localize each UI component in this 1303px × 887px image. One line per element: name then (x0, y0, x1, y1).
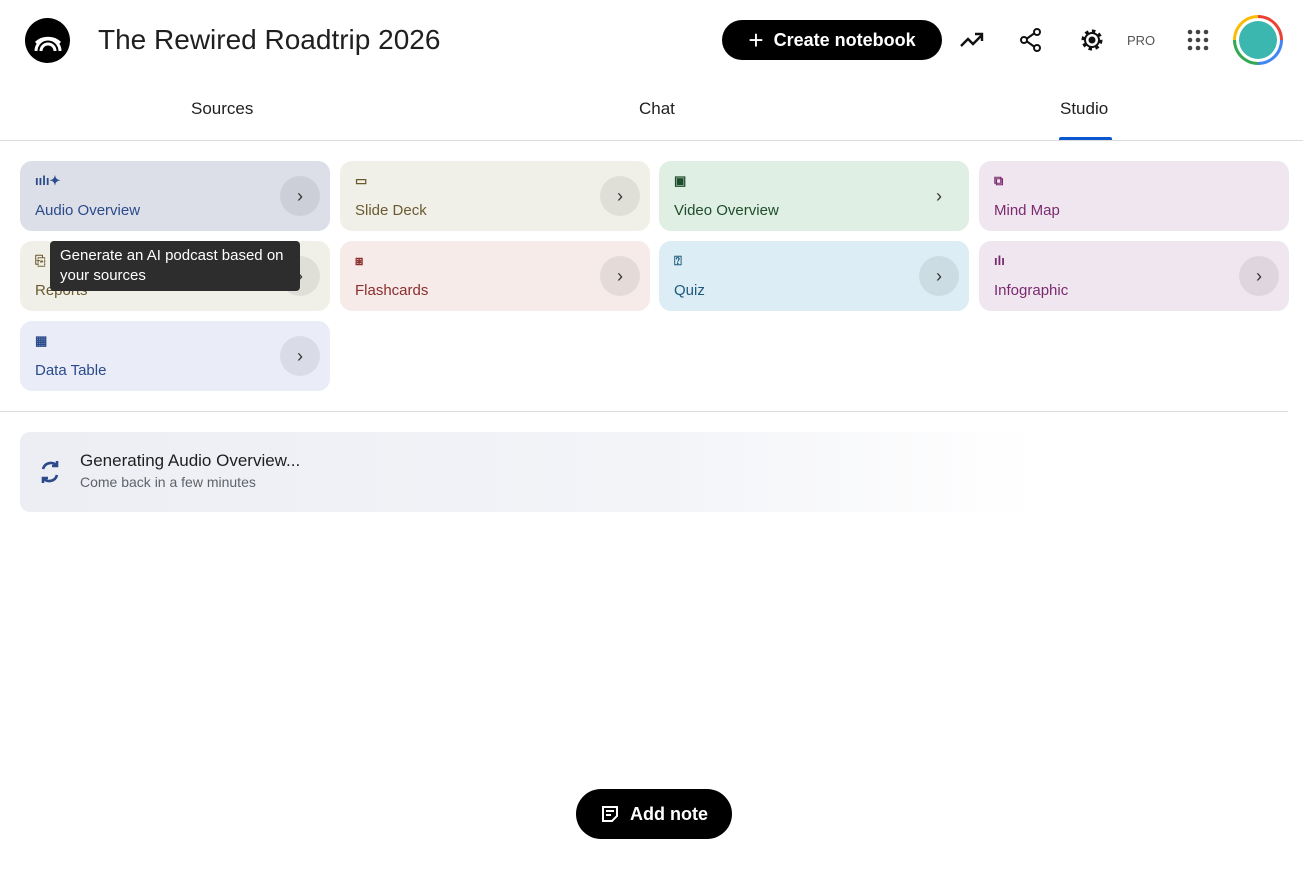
slides-icon: ▭ (355, 173, 368, 188)
section-divider (0, 411, 1288, 412)
notebooklm-logo[interactable] (25, 18, 70, 63)
generating-audio-overview-item[interactable]: Generating Audio Overview... Come back i… (20, 432, 1288, 512)
avatar[interactable] (1233, 15, 1283, 65)
card-label: Video Overview (674, 202, 779, 219)
tab-divider (0, 140, 1303, 141)
create-notebook-label: Create notebook (773, 29, 916, 50)
notebook-title[interactable]: The Rewired Roadtrip 2026 (98, 24, 441, 55)
chevron-right-icon[interactable]: › (600, 176, 640, 216)
create-notebook-button[interactable]: + Create notebook (722, 20, 942, 60)
add-note-button[interactable]: Add note (576, 789, 732, 839)
card-label: Quiz (674, 282, 705, 299)
quiz-icon: ⍰ (674, 253, 682, 268)
chevron-right-icon[interactable]: › (600, 256, 640, 296)
audio-wave-icon: ıılı✦ (35, 173, 61, 188)
pro-badge: PRO (1127, 33, 1156, 48)
tab-studio[interactable]: Studio (1060, 99, 1109, 118)
mind-map-icon: ⧉ (994, 173, 1004, 188)
tab-chat[interactable]: Chat (639, 99, 675, 118)
sync-icon (41, 461, 59, 483)
studio-card-data-table[interactable]: ▦ Data Table › (20, 321, 330, 391)
studio-card-audio-overview[interactable]: ıılı✦ Audio Overview › (20, 161, 330, 231)
card-label: Infographic (994, 282, 1069, 299)
card-label: Data Table (35, 362, 107, 379)
card-label: Audio Overview (35, 202, 141, 219)
studio-card-flashcards[interactable]: ⧆ Flashcards › (340, 241, 650, 311)
flashcards-icon: ⧆ (355, 253, 364, 268)
video-icon: ▣ (674, 173, 687, 188)
studio-card-quiz[interactable]: ⍰ Quiz › (659, 241, 969, 311)
apps-grid-icon[interactable] (1184, 26, 1212, 54)
settings-icon[interactable] (1078, 26, 1106, 54)
studio-card-infographic[interactable]: ılı Infographic › (979, 241, 1289, 311)
card-label: Slide Deck (355, 202, 427, 219)
chevron-right-icon[interactable]: › (280, 176, 320, 216)
active-tab-indicator (1059, 137, 1112, 140)
share-icon[interactable] (1017, 26, 1045, 54)
chevron-right-icon[interactable]: › (919, 256, 959, 296)
plus-icon: + (748, 25, 764, 55)
card-label: Flashcards (355, 282, 429, 299)
studio-card-mind-map[interactable]: ⧉ Mind Map (979, 161, 1289, 231)
add-note-label: Add note (630, 803, 708, 824)
note-icon (602, 806, 618, 822)
chevron-right-icon[interactable]: › (1239, 256, 1279, 296)
studio-card-slide-deck[interactable]: ▭ Slide Deck › (340, 161, 650, 231)
generating-subtitle: Come back in a few minutes (80, 474, 256, 490)
chevron-right-icon[interactable]: › (280, 336, 320, 376)
analytics-icon[interactable] (958, 26, 986, 54)
infographic-icon: ılı (994, 253, 1005, 268)
tooltip: Generate an AI podcast based on your sou… (50, 241, 300, 291)
chevron-right-icon[interactable]: › (936, 185, 942, 206)
card-label: Mind Map (994, 202, 1060, 219)
tab-sources[interactable]: Sources (191, 99, 254, 118)
studio-card-video-overview[interactable]: ▣ Video Overview › (659, 161, 969, 231)
table-icon: ▦ (35, 333, 48, 348)
generating-title: Generating Audio Overview... (80, 451, 301, 470)
reports-icon: ⎘ (35, 253, 46, 268)
